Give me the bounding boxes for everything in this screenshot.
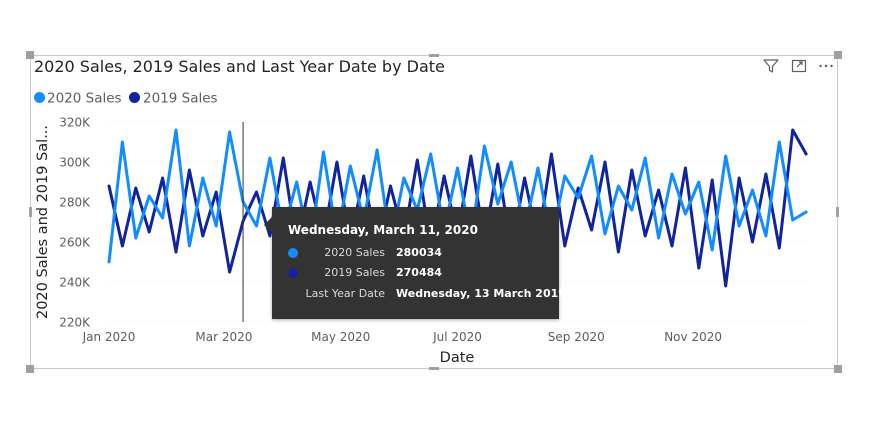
resize-handle-right[interactable]: [836, 207, 839, 217]
tooltip-value: 270484: [396, 266, 442, 279]
tooltip-label: Last Year Date: [305, 287, 386, 300]
focus-mode-icon[interactable]: [790, 58, 808, 74]
tooltip-label: 2020 Sales: [324, 246, 385, 259]
resize-handle-bottom-left[interactable]: [26, 365, 34, 373]
filter-icon[interactable]: [762, 58, 780, 74]
resize-handle-bottom[interactable]: [429, 367, 439, 370]
tooltip-label: 2019 Sales: [324, 266, 385, 279]
tooltip-value: Wednesday, 13 March 2019: [396, 287, 566, 300]
tooltip-pointer: [264, 217, 272, 233]
tooltip-value: 280034: [396, 246, 442, 259]
tooltip-row-last-year-date: Last Year Date Wednesday, 13 March 2019: [272, 286, 566, 304]
more-options-icon[interactable]: [817, 58, 835, 74]
resize-handle-left[interactable]: [29, 207, 32, 217]
tooltip-marker-2019-sales: [288, 268, 298, 278]
resize-handle-top[interactable]: [429, 54, 439, 57]
tooltip-marker-2020-sales: [288, 248, 298, 258]
tooltip-row-2019-sales: 2019 Sales 270484: [272, 265, 559, 283]
hover-tooltip: Wednesday, March 11, 2020 2020 Sales 280…: [264, 207, 566, 319]
resize-handle-top-right[interactable]: [834, 51, 842, 59]
resize-handle-bottom-right[interactable]: [834, 365, 842, 373]
resize-handle-top-left[interactable]: [26, 51, 34, 59]
tooltip-row-2020-sales: 2020 Sales 280034: [272, 245, 559, 263]
tooltip-title: Wednesday, March 11, 2020: [288, 223, 478, 237]
